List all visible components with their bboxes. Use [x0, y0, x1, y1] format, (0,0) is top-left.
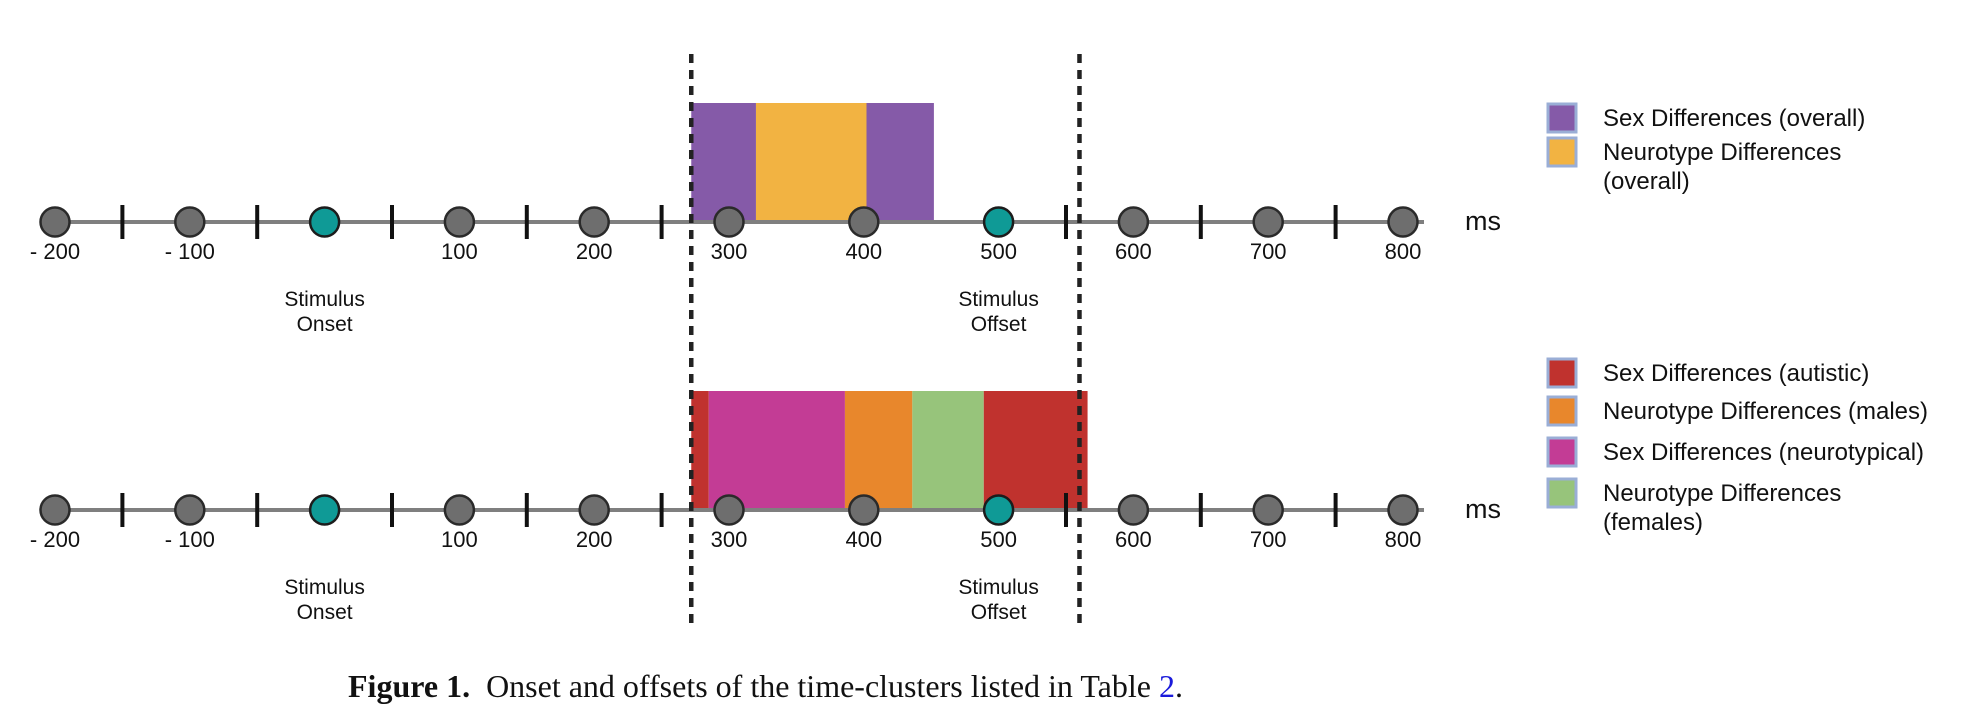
legend-label: (females) [1603, 509, 1703, 536]
time-node [174, 494, 206, 526]
annotation-line: Stimulus [284, 288, 365, 311]
stimulus-node [982, 494, 1015, 526]
annotation-line: Onset [297, 601, 353, 624]
time-node [848, 206, 880, 238]
tick-label: 200 [576, 239, 613, 264]
annotation-line: Stimulus [958, 288, 1039, 311]
annotation-line: Onset [297, 313, 353, 336]
cluster-bar [691, 391, 709, 510]
legend-item: Sex Differences (autistic) [1546, 357, 1869, 389]
annotation-line: Stimulus [284, 576, 365, 599]
legend-area: Sex Differences (overall) Neurotype Diffe… [1546, 102, 1928, 536]
tick-label: 100 [441, 527, 478, 552]
legend-panel-2: Sex Differences (autistic) Neurotype Diff… [1546, 357, 1928, 536]
cluster-bar [866, 103, 934, 222]
tick-label: 800 [1385, 239, 1422, 264]
stimulus-node [982, 206, 1015, 238]
cluster-bar [912, 391, 984, 510]
cluster-bar [844, 391, 913, 510]
time-node [39, 206, 71, 238]
legend-item: Neurotype Differences(overall) [1546, 136, 1841, 195]
caption-end: . [1174, 668, 1183, 704]
time-node [713, 206, 745, 238]
time-node [1117, 206, 1150, 238]
legend-item: Neurotype Differences (males) [1546, 395, 1928, 427]
tick-label: 600 [1115, 239, 1152, 264]
time-node [1387, 206, 1419, 238]
annotation-line: Stimulus [958, 576, 1039, 599]
figure-label: Figure 1. [348, 668, 471, 704]
legend-label: (overall) [1603, 168, 1690, 195]
legend-label: Neurotype Differences [1603, 480, 1841, 507]
time-node [578, 206, 610, 238]
tick-label: 500 [980, 239, 1017, 264]
figure-caption: Figure 1. Onset and offsets of the time-… [348, 668, 1748, 705]
legend-item: Sex Differences (neurotypical) [1546, 436, 1924, 468]
cluster-bar [708, 391, 845, 510]
time-node [443, 494, 476, 526]
tick-label: 200 [576, 527, 613, 552]
annotation-line: Offset [971, 313, 1027, 336]
legend-label: Neurotype Differences [1603, 139, 1841, 166]
legend-swatch [1546, 477, 1578, 509]
stimulus-node [308, 206, 341, 238]
legend-item: Neurotype Differences(females) [1546, 477, 1841, 536]
tick-label: 300 [711, 527, 748, 552]
time-node [1387, 494, 1419, 526]
legend-label: Sex Differences (overall) [1603, 105, 1865, 132]
legend-swatch [1546, 395, 1578, 427]
legend-label: Sex Differences (neurotypical) [1603, 439, 1924, 466]
timeline-panel-1: - 200 - 100 100 200 300 400 500 600 700 800 ms Stim… [30, 103, 1501, 336]
tick-label: 100 [441, 239, 478, 264]
tick-label: 700 [1250, 239, 1287, 264]
legend-swatch [1546, 102, 1578, 134]
table-reference-link[interactable]: 2 [1158, 668, 1175, 704]
legend-panel-1: Sex Differences (overall) Neurotype Diffe… [1546, 102, 1865, 195]
time-node [1252, 494, 1284, 526]
cluster-bar [691, 103, 756, 222]
time-node [39, 494, 71, 526]
timeline-panels: - 200 - 100 100 200 300 400 500 600 700 800 ms Stim… [30, 103, 1501, 624]
axis-unit-label: ms [1465, 206, 1501, 236]
timeline-panel-2: - 200 - 100 100 200 300 400 500 600 700 800 ms Stim… [30, 391, 1501, 624]
cluster-bar [983, 391, 1088, 510]
stimulus-node [308, 494, 341, 526]
time-node [1252, 206, 1284, 238]
legend-label: Sex Differences (autistic) [1603, 360, 1869, 387]
tick-label: - 100 [165, 527, 215, 552]
time-node [578, 494, 610, 526]
tick-label: - 100 [165, 239, 215, 264]
time-node [443, 206, 476, 238]
time-node [174, 206, 206, 238]
legend-swatch [1546, 136, 1578, 168]
tick-label: 700 [1250, 527, 1287, 552]
caption-text: Onset and offsets of the time-clusters l… [486, 668, 1151, 704]
tick-label: 600 [1115, 527, 1152, 552]
time-node [713, 494, 745, 526]
time-node [848, 494, 880, 526]
tick-label: - 200 [30, 527, 80, 552]
cluster-bar [755, 103, 867, 222]
tick-label: 500 [980, 527, 1017, 552]
tick-label: 400 [845, 527, 882, 552]
legend-swatch [1546, 357, 1578, 389]
legend-label: Neurotype Differences (males) [1603, 398, 1928, 425]
annotation-line: Offset [971, 601, 1027, 624]
time-node [1117, 494, 1150, 526]
tick-label: 800 [1385, 527, 1422, 552]
legend-swatch [1546, 436, 1578, 468]
tick-label: 400 [845, 239, 882, 264]
legend-item: Sex Differences (overall) [1546, 102, 1865, 134]
axis-unit-label: ms [1465, 494, 1501, 524]
tick-label: - 200 [30, 239, 80, 264]
tick-label: 300 [711, 239, 748, 264]
